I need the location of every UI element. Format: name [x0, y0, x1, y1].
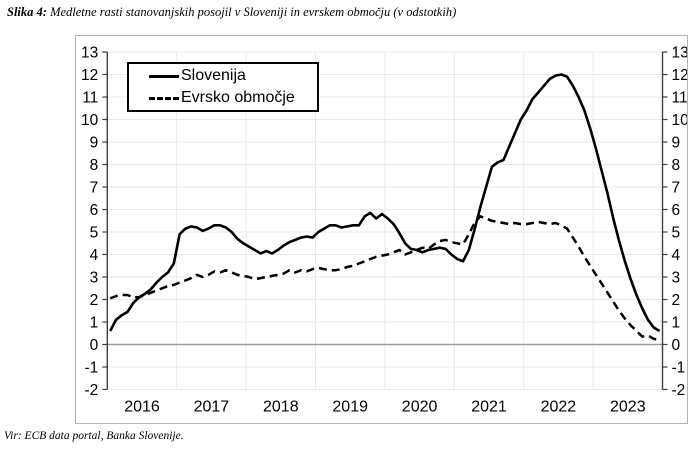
y-tick-label-left: 13	[81, 45, 98, 62]
y-tick-label-left: 12	[81, 67, 98, 84]
solid-line-sample	[149, 74, 179, 78]
legend-label-slovenija: Slovenija	[181, 67, 246, 84]
y-tick-label-left: 4	[90, 247, 99, 264]
y-tick-label-left: 9	[90, 135, 99, 152]
x-tick-label: 2016	[124, 399, 160, 416]
legend-item-evrsko-obmocje: Evrsko območje	[149, 87, 317, 109]
figure-number: Slika 4:	[7, 5, 47, 19]
figure-title: Slika 4: Medletne rasti stanovanjskih po…	[7, 5, 695, 20]
y-tick-label-right: 0	[672, 337, 681, 354]
y-tick-label-left: 0	[90, 337, 99, 354]
y-tick-label-left: 8	[90, 157, 99, 174]
series-line-evrsko-obmo-je	[109, 215, 660, 342]
y-tick-label-left: -1	[85, 360, 99, 377]
y-tick-label-right: 4	[672, 247, 681, 264]
y-tick-label-right: 12	[672, 67, 688, 84]
y-tick-label-right: -1	[672, 360, 686, 377]
dashed-line-sample	[149, 96, 179, 100]
y-tick-label-left: 5	[90, 225, 99, 242]
x-tick-label: 2018	[263, 399, 299, 416]
figure-source: Vir: ECB data portal, Banka Slovenije.	[4, 430, 184, 442]
x-tick-label: 2022	[541, 399, 577, 416]
y-tick-label-right: 13	[672, 45, 688, 62]
y-tick-label-right: 1	[672, 315, 681, 332]
x-tick-label: 2020	[402, 399, 438, 416]
series-line-slovenija	[109, 73, 661, 333]
y-tick-label-right: -2	[672, 382, 686, 399]
x-tick-label: 2021	[471, 399, 507, 416]
y-tick-label-right: 9	[672, 135, 681, 152]
y-tick-label-right: 8	[672, 157, 681, 174]
y-tick-label-left: -2	[85, 382, 99, 399]
x-tick-label: 2017	[194, 399, 230, 416]
y-tick-label-left: 3	[90, 270, 99, 287]
y-tick-label-left: 2	[90, 292, 99, 309]
y-tick-label-right: 6	[672, 202, 681, 219]
y-tick-label-left: 10	[81, 112, 99, 129]
y-tick-label-right: 2	[672, 292, 681, 309]
x-tick-label: 2019	[332, 399, 368, 416]
x-tick-label: 2023	[610, 399, 646, 416]
y-tick-label-right: 3	[672, 270, 681, 287]
y-tick-label-left: 1	[90, 315, 99, 332]
y-tick-label-right: 11	[672, 90, 688, 107]
chart-legend: Slovenija Evrsko območje	[127, 62, 319, 112]
y-tick-label-right: 10	[672, 112, 688, 129]
y-tick-label-right: 5	[672, 225, 681, 242]
y-tick-label-left: 6	[90, 202, 99, 219]
y-tick-label-right: 7	[672, 180, 681, 197]
legend-label-evrsko-obmocje: Evrsko območje	[181, 89, 295, 106]
legend-item-slovenija: Slovenija	[149, 65, 317, 87]
y-tick-label-left: 11	[82, 90, 98, 107]
chart-frame: -2 -2 -1 -1 0 0 1 1 2 2 3 3 4 4 5 5 6 6 7 7 8 8 9 9 10 10 11 11 12 12…	[75, 35, 688, 424]
y-tick-label-left: 7	[90, 180, 99, 197]
figure-title-text: Medletne rasti stanovanjskih posojil v S…	[50, 5, 457, 19]
